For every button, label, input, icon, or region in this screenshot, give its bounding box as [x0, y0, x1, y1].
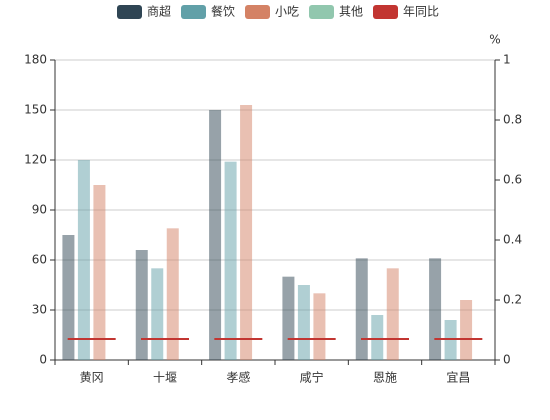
bar [386, 268, 399, 360]
bar [297, 285, 310, 360]
bar [429, 258, 442, 360]
legend-label: 年同比 [403, 5, 439, 19]
bar [355, 258, 368, 360]
bar [371, 315, 384, 360]
legend-swatch [181, 5, 206, 19]
y2-tick-label: 0.6 [503, 173, 522, 187]
y2-tick-label: 1 [503, 53, 511, 67]
bar [166, 228, 179, 360]
x-tick-label: 黄冈 [80, 371, 104, 385]
legend-label: 小吃 [275, 5, 299, 19]
y-tick-label: 120 [24, 153, 47, 167]
legend-swatch [309, 5, 334, 19]
y2-axis-label: % [489, 33, 500, 47]
legend-label: 其他 [339, 5, 363, 19]
y-tick-label: 180 [24, 53, 47, 67]
bar [209, 110, 222, 360]
bar [313, 293, 326, 360]
x-tick-label: 恩施 [373, 371, 397, 385]
bar [151, 268, 164, 360]
y-tick-label: 30 [32, 303, 47, 317]
legend-label: 商超 [147, 4, 171, 19]
y-tick-label: 150 [24, 103, 47, 117]
bar [93, 185, 106, 360]
y2-tick-label: 0.2 [503, 293, 522, 307]
x-tick-label: 宜昌 [446, 370, 470, 385]
legend-swatch [245, 5, 270, 19]
y2-tick-label: 0.8 [503, 113, 522, 127]
bar [460, 300, 473, 360]
y-tick-label: 0 [39, 353, 47, 367]
x-tick-label: 孝感 [226, 370, 250, 385]
legend-swatch [117, 5, 142, 19]
y-tick-label: 90 [32, 203, 47, 217]
bar [240, 105, 253, 360]
y2-tick-label: 0 [503, 353, 511, 367]
legend-label: 餐饮 [211, 4, 235, 19]
x-tick-label: 十堰 [153, 371, 177, 385]
bar [282, 276, 295, 360]
x-tick-label: 咸宁 [300, 370, 324, 385]
bar [135, 250, 148, 360]
bar [77, 160, 90, 360]
bar [62, 235, 75, 360]
legend-swatch [373, 5, 398, 19]
y-tick-label: 60 [32, 253, 47, 267]
y2-tick-label: 0.4 [503, 233, 522, 247]
bar [224, 161, 237, 360]
